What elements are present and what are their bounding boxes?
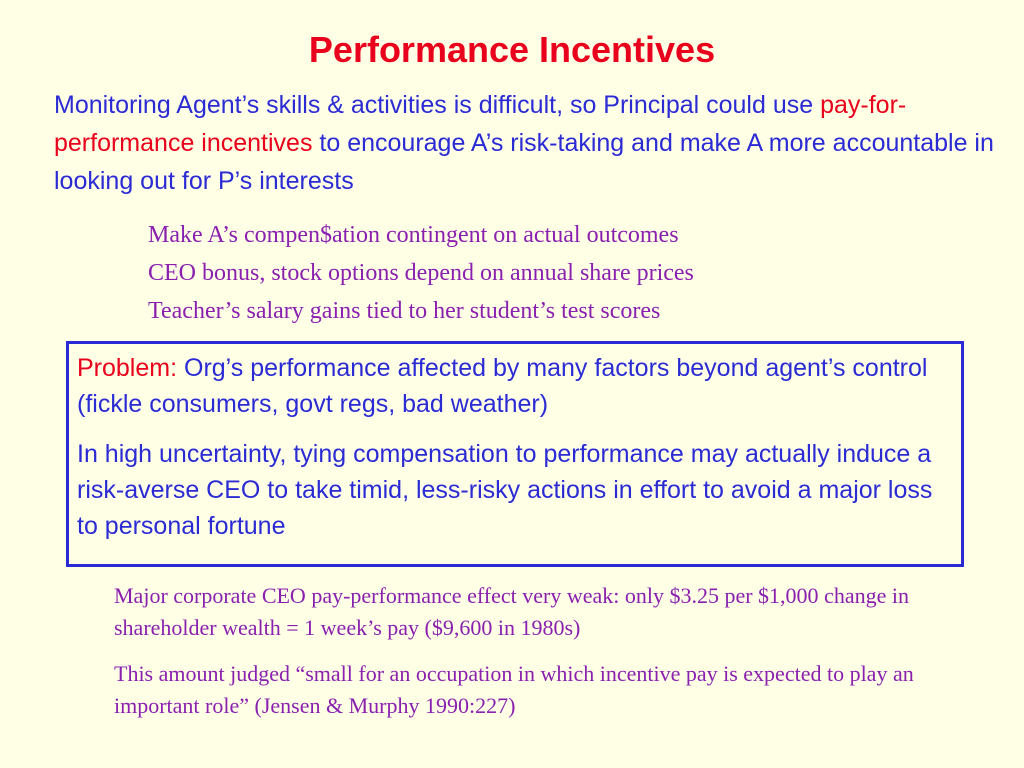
examples-list: Make A’s compen$ation contingent on actu… (148, 216, 968, 330)
problem-text: Org’s performance affected by many facto… (77, 354, 928, 418)
example-item: Make A’s compen$ation contingent on actu… (148, 222, 679, 248)
intro-text-end: to encourage A’s risk-taking and make A … (54, 129, 994, 195)
note-paragraph: This amount judged “small for an occupat… (114, 661, 914, 718)
example-item: Teacher’s salary gains tied to her stude… (148, 298, 661, 324)
note-paragraph: Major corporate CEO pay-performance effe… (114, 583, 909, 640)
problem-box: Problem: Org’s performance affected by m… (66, 341, 964, 567)
slide-title: Performance Incentives (308, 29, 716, 70)
example-item: CEO bonus, stock options depend on annua… (148, 260, 694, 286)
uncertainty-paragraph: In high uncertainty, tying compensation … (77, 440, 933, 540)
intro-paragraph: Monitoring Agent’s skills & activities i… (54, 86, 994, 200)
problem-paragraph: Problem: Org’s performance affected by m… (77, 350, 953, 422)
intro-text-start: Monitoring Agent’s skills & activities i… (54, 91, 821, 119)
notes-section: Major corporate CEO pay-performance effe… (114, 580, 984, 722)
intro-highlight: pay-for-performance incentives (54, 91, 907, 157)
problem-label: Problem: (77, 354, 178, 382)
